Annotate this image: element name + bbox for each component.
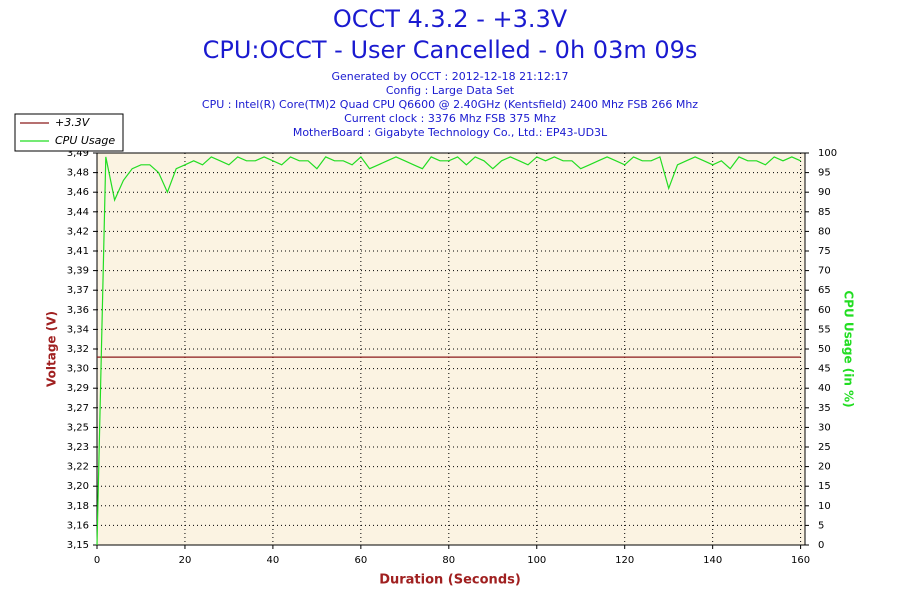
chart-subtitle: CPU:OCCT - User Cancelled - 0h 03m 09s [203,36,698,64]
y2-tick-label: 75 [818,246,831,257]
y-tick-label: 3,49 [67,148,89,159]
y-tick-label: 3,39 [67,266,89,277]
y-tick-label: 3,41 [67,246,89,257]
x-tick-label: 100 [527,555,546,566]
y2-tick-label: 85 [818,207,831,218]
x-tick-label: 20 [179,555,192,566]
x-axis-label: Duration (Seconds) [379,573,521,588]
y2-tick-label: 15 [818,481,831,492]
y-tick-label: 3,29 [67,383,89,394]
y2-tick-label: 100 [818,148,837,159]
series-line [96,156,801,546]
x-tick-label: 160 [791,555,810,566]
y2-tick-label: 25 [818,442,831,453]
y2-tick-label: 70 [818,266,831,277]
legend-label: +3.3V [55,116,91,129]
y2-tick-label: 0 [818,540,824,551]
y-tick-label: 3,32 [67,344,89,355]
info-line: CPU : Intel(R) Core(TM)2 Quad CPU Q6600 … [202,98,698,111]
y2-tick-label: 60 [818,305,831,316]
x-tick-label: 80 [442,555,455,566]
chart-title: OCCT 4.3.2 - +3.3V [333,5,568,33]
y-tick-label: 3,36 [67,305,89,316]
y-tick-label: 3,15 [67,540,89,551]
plot-frame [96,152,806,546]
y-axis-label: Voltage (V) [45,311,59,387]
y2-tick-label: 50 [818,344,831,355]
y-tick-label: 3,37 [67,285,89,296]
y2-tick-label: 95 [818,168,831,179]
y2-tick-label: 80 [818,226,831,237]
info-line: MotherBoard : Gigabyte Technology Co., L… [293,126,608,139]
x-tick-label: 0 [94,555,100,566]
y-tick-label: 3,44 [67,207,89,218]
y2-tick-label: 40 [818,383,831,394]
y-tick-label: 3,23 [67,442,89,453]
y-tick-label: 3,42 [67,226,89,237]
y-tick-label: 3,20 [67,481,89,492]
x-tick-label: 120 [615,555,634,566]
plot-area [97,153,805,545]
y2-tick-label: 45 [818,364,831,375]
info-line: Config : Large Data Set [386,84,515,97]
y-tick-label: 3,30 [67,364,89,375]
y2-tick-label: 90 [818,187,831,198]
y2-tick-label: 5 [818,520,824,531]
y-tick-label: 3,48 [67,168,89,179]
info-line: Generated by OCCT : 2012-12-18 21:12:17 [331,70,568,83]
y-tick-label: 3,34 [67,324,89,335]
y2-tick-label: 35 [818,403,831,414]
y2-tick-label: 20 [818,462,831,473]
y2-tick-label: 10 [818,501,831,512]
y2-tick-label: 65 [818,285,831,296]
y-tick-label: 3,22 [67,462,89,473]
x-tick-label: 140 [703,555,722,566]
x-tick-label: 60 [354,555,367,566]
y-tick-label: 3,27 [67,403,89,414]
legend-box [14,113,124,152]
y-tick-label: 3,25 [67,422,89,433]
y-tick-label: 3,16 [67,520,89,531]
y-tick-label: 3,46 [67,187,89,198]
info-line: Current clock : 3376 Mhz FSB 375 Mhz [344,112,556,125]
y2-axis-label: CPU Usage (in %) [842,290,856,407]
legend-label: CPU Usage [55,134,115,147]
x-tick-label: 40 [267,555,280,566]
y-tick-label: 3,18 [67,501,89,512]
y2-tick-label: 55 [818,324,831,335]
y2-tick-label: 30 [818,422,831,433]
